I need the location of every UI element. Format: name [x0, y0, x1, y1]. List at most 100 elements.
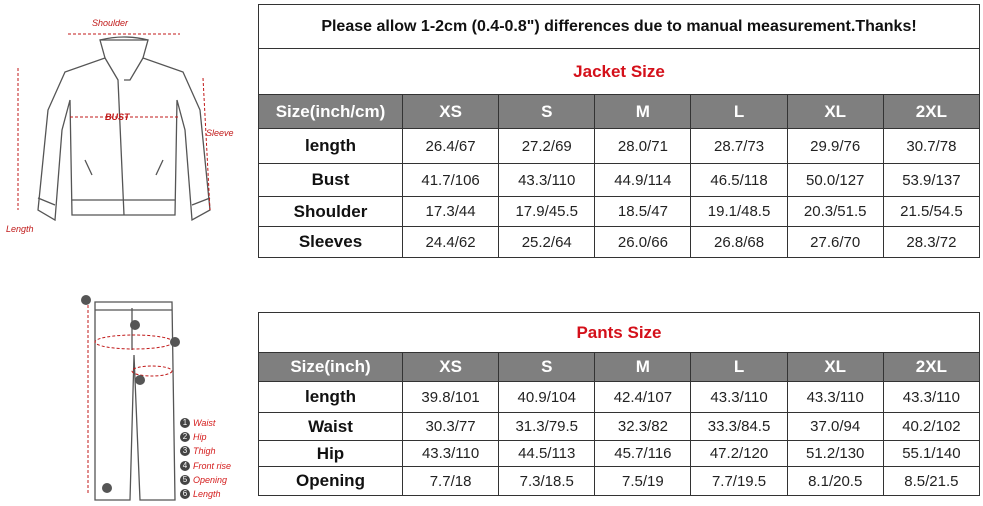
table-cell: 7.7/19.5 — [690, 466, 788, 496]
table-cell: 44.9/114 — [594, 163, 692, 197]
table-cell: 39.8/101 — [401, 381, 500, 413]
table-row: Shoulder 17.3/44 17.9/45.5 18.5/47 19.1/48.5… — [258, 196, 981, 227]
table-header-row: Size(inch) XS S M L XL 2XL — [258, 352, 981, 382]
table-cell: 50.0/127 — [786, 163, 884, 197]
pants-title: Pants Size — [258, 312, 980, 353]
column-header: M — [594, 94, 692, 129]
table-cell: 37.0/94 — [786, 412, 884, 441]
table-cell: 51.2/130 — [786, 440, 884, 467]
column-header: L — [690, 352, 788, 382]
row-label: length — [258, 381, 403, 413]
table-cell: 40.2/102 — [882, 412, 981, 441]
table-row: Hip 43.3/110 44.5/113 45.7/116 47.2/120 51.2/… — [258, 440, 981, 467]
table-row: Bust 41.7/106 43.3/110 44.9/114 46.5/118 50.0… — [258, 163, 981, 197]
table-cell: 30.7/78 — [882, 128, 981, 164]
legend-label: Waist — [193, 418, 216, 428]
legend-label: Hip — [193, 432, 207, 442]
pants-diagram — [81, 295, 180, 501]
table-cell: 43.3/110 — [786, 381, 884, 413]
table-cell: 53.9/137 — [882, 163, 981, 197]
number-badge-icon: 3 — [180, 446, 190, 456]
table-cell: 20.3/51.5 — [786, 196, 884, 227]
table-cell: 17.9/45.5 — [498, 196, 596, 227]
table-cell: 19.1/48.5 — [690, 196, 788, 227]
table-cell: 26.4/67 — [401, 128, 500, 164]
table-cell: 27.2/69 — [498, 128, 596, 164]
jacket-title: Jacket Size — [258, 48, 980, 95]
column-header: 2XL — [882, 352, 981, 382]
bust-label: BUST — [105, 112, 130, 122]
row-label: Shoulder — [258, 196, 403, 227]
column-header: XL — [786, 94, 884, 129]
table-cell: 26.8/68 — [690, 226, 788, 258]
table-cell: 43.3/110 — [882, 381, 981, 413]
table-row: length 26.4/67 27.2/69 28.0/71 28.7/73 29.9/7… — [258, 128, 981, 164]
legend-item: 5 Opening — [180, 475, 227, 485]
column-header: Size(inch) — [258, 352, 403, 382]
measurement-notice: Please allow 1-2cm (0.4-0.8") difference… — [258, 4, 980, 49]
legend-label: Front rise — [193, 461, 232, 471]
table-row: Opening 7.7/18 7.3/18.5 7.5/19 7.7/19.5 8.1/2… — [258, 466, 981, 496]
table-cell: 26.0/66 — [594, 226, 692, 258]
table-cell: 42.4/107 — [594, 381, 692, 413]
row-label: length — [258, 128, 403, 164]
table-cell: 7.7/18 — [401, 466, 500, 496]
number-badge-icon: 6 — [180, 489, 190, 499]
length-label: Length — [6, 224, 34, 234]
column-header: S — [498, 352, 596, 382]
table-cell: 47.2/120 — [690, 440, 788, 467]
table-cell: 18.5/47 — [594, 196, 692, 227]
table-cell: 7.3/18.5 — [498, 466, 596, 496]
jacket-diagram — [17, 33, 211, 222]
column-header: XS — [401, 94, 500, 129]
table-header-row: Size(inch/cm) XS S M L XL 2XL — [258, 94, 981, 129]
table-cell: 28.7/73 — [690, 128, 788, 164]
number-badge-icon: 5 — [180, 475, 190, 485]
legend-item: 4 Front rise — [180, 461, 231, 471]
row-label: Sleeves — [258, 226, 403, 258]
column-header: 2XL — [882, 94, 981, 129]
table-cell: 55.1/140 — [882, 440, 981, 467]
table-cell: 17.3/44 — [401, 196, 500, 227]
table-cell: 40.9/104 — [498, 381, 596, 413]
table-cell: 28.3/72 — [882, 226, 981, 258]
table-row: length 39.8/101 40.9/104 42.4/107 43.3/110 43… — [258, 381, 981, 413]
table-cell: 27.6/70 — [786, 226, 884, 258]
column-header: XS — [401, 352, 500, 382]
table-cell: 28.0/71 — [594, 128, 692, 164]
row-label: Waist — [258, 412, 403, 441]
table-cell: 8.5/21.5 — [882, 466, 981, 496]
table-cell: 43.3/110 — [690, 381, 788, 413]
table-cell: 21.5/54.5 — [882, 196, 981, 227]
table-cell: 8.1/20.5 — [786, 466, 884, 496]
number-badge-icon: 1 — [180, 418, 190, 428]
legend-label: Thigh — [193, 446, 216, 456]
column-header: Size(inch/cm) — [258, 94, 403, 129]
legend-item: 2 Hip — [180, 432, 207, 442]
number-badge-icon: 4 — [180, 461, 190, 471]
column-header: XL — [786, 352, 884, 382]
table-cell: 45.7/116 — [594, 440, 692, 467]
row-label: Opening — [258, 466, 403, 496]
pants-size-table: Pants Size Size(inch) XS S M L XL 2XL length 39.… — [258, 312, 981, 496]
table-cell: 29.9/76 — [786, 128, 884, 164]
table-cell: 33.3/84.5 — [690, 412, 788, 441]
table-cell: 25.2/64 — [498, 226, 596, 258]
jacket-size-table: Please allow 1-2cm (0.4-0.8") difference… — [258, 4, 981, 258]
table-cell: 43.3/110 — [401, 440, 500, 467]
column-header: M — [594, 352, 692, 382]
row-label: Bust — [258, 163, 403, 197]
table-row: Waist 30.3/77 31.3/79.5 32.3/82 33.3/84.5 37.… — [258, 412, 981, 441]
legend-item: 3 Thigh — [180, 446, 216, 456]
number-badge-icon: 2 — [180, 432, 190, 442]
legend-item: 6 Length — [180, 489, 221, 499]
column-header: S — [498, 94, 596, 129]
table-cell: 43.3/110 — [498, 163, 596, 197]
table-cell: 41.7/106 — [401, 163, 500, 197]
table-cell: 44.5/113 — [498, 440, 596, 467]
shoulder-label: Shoulder — [92, 18, 129, 28]
table-row: Sleeves 24.4/62 25.2/64 26.0/66 26.8/68 27.6/… — [258, 226, 981, 258]
legend-item: 1 Waist — [180, 418, 215, 428]
table-cell: 32.3/82 — [594, 412, 692, 441]
table-cell: 31.3/79.5 — [498, 412, 596, 441]
